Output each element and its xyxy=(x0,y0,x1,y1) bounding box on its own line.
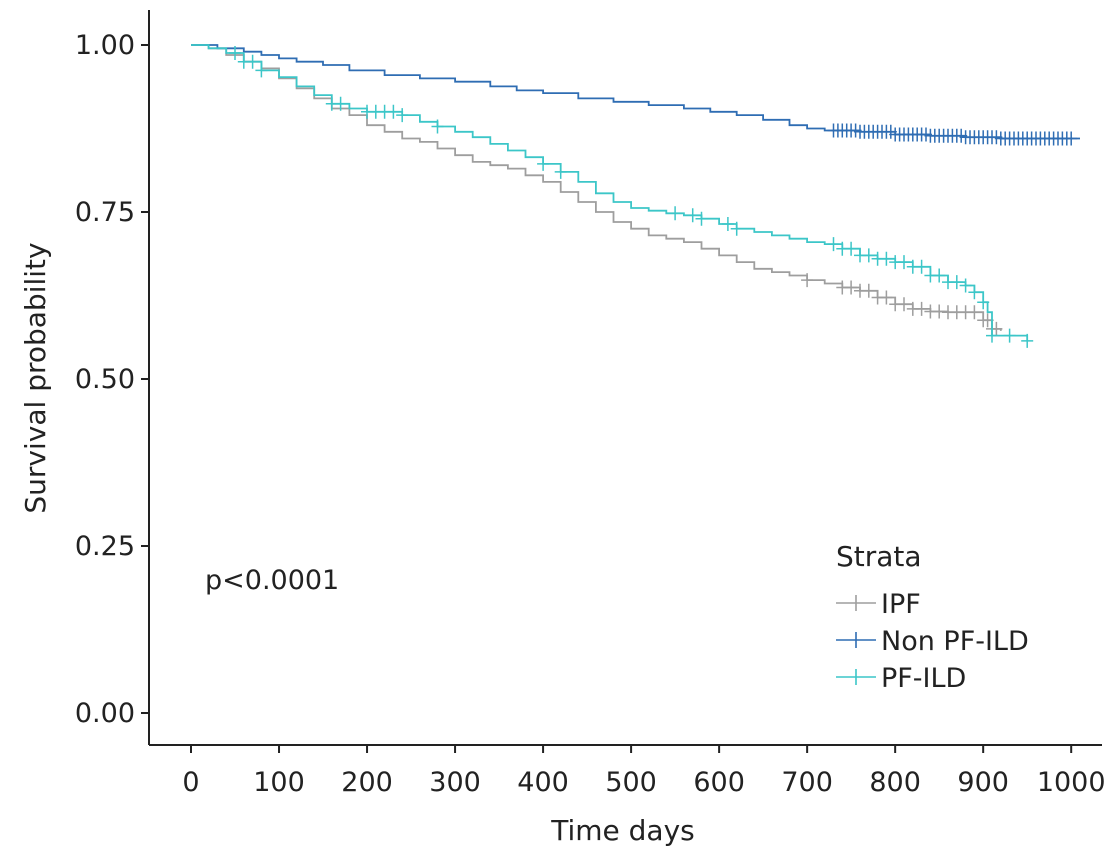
y-tick-label: 0.75 xyxy=(75,197,135,228)
censor-mark xyxy=(933,268,946,283)
censor-mark xyxy=(862,248,875,263)
censor-mark xyxy=(845,280,858,295)
censor-mark xyxy=(898,297,910,312)
legend-entry-non-pf-ild: Non PF-ILD xyxy=(836,626,1029,657)
legend-entry-ipf: IPF xyxy=(836,589,921,620)
legend-label: IPF xyxy=(881,589,921,620)
censor-mark xyxy=(898,255,910,270)
censor-mark xyxy=(730,221,743,236)
km-curve-pf-ild xyxy=(191,44,1029,341)
censor-mark xyxy=(880,251,893,266)
censor-mark xyxy=(986,328,998,343)
censor-mark xyxy=(968,285,981,300)
censor-mark xyxy=(1003,328,1016,343)
y-tick-label: 0.50 xyxy=(75,364,135,395)
x-tick-label: 700 xyxy=(781,767,833,798)
x-tick-label: 600 xyxy=(693,767,745,798)
censor-mark xyxy=(387,104,400,119)
p-value-annotation: p<0.0001 xyxy=(205,565,339,596)
legend-title: Strata xyxy=(836,540,922,573)
legend: Strata IPF Non PF-ILD PF-ILD xyxy=(836,540,1029,694)
censor-mark xyxy=(229,46,241,60)
x-tick-label: 1000 xyxy=(1037,767,1106,798)
censor-mark xyxy=(431,119,444,134)
censor-mark xyxy=(862,283,875,298)
axes: 0 100 200 300 400 500 600 700 800 900 1000 0.00 0.25… xyxy=(75,10,1106,798)
series-pf-ild xyxy=(191,44,1034,348)
y-axis-title: Survival probability xyxy=(19,242,52,513)
legend-key xyxy=(836,595,876,611)
km-curve-non-pf-ild xyxy=(191,44,1080,140)
x-tick-label: 0 xyxy=(182,767,199,798)
censor-mark xyxy=(1021,333,1034,348)
censor-mark xyxy=(915,301,928,316)
censor-mark xyxy=(827,237,840,252)
censor-mark xyxy=(845,241,858,256)
x-tick-label: 900 xyxy=(957,767,1009,798)
censor-mark xyxy=(950,275,963,290)
legend-entry-pf-ild: PF-ILD xyxy=(836,663,966,694)
censor-mark xyxy=(537,156,550,171)
censor-mark xyxy=(695,211,708,226)
legend-label: Non PF-ILD xyxy=(881,626,1029,657)
censor-mark xyxy=(959,278,972,293)
y-tick-label: 0.00 xyxy=(75,698,135,729)
x-tick-label: 500 xyxy=(605,767,657,798)
legend-key xyxy=(836,632,876,648)
censor-mark xyxy=(334,96,347,111)
x-tick-label: 800 xyxy=(869,767,921,798)
censor-mark xyxy=(977,295,990,310)
plot-area xyxy=(191,44,1080,348)
censor-mark xyxy=(246,54,259,69)
x-tick-label: 200 xyxy=(341,767,393,798)
x-tick-label: 100 xyxy=(253,767,305,798)
censor-mark xyxy=(1065,131,1078,146)
series-non-pf-ild xyxy=(191,44,1080,146)
censor-mark xyxy=(554,164,567,179)
censor-mark xyxy=(880,290,893,305)
x-tick-label: 400 xyxy=(517,767,569,798)
censor-mark xyxy=(669,206,682,221)
y-tick-label: 0.25 xyxy=(75,531,135,562)
censor-mark xyxy=(915,259,928,274)
x-tick-label: 300 xyxy=(429,767,481,798)
legend-label: PF-ILD xyxy=(881,663,966,694)
legend-key xyxy=(836,669,876,685)
censor-mark xyxy=(255,63,268,78)
y-tick-label: 1.00 xyxy=(75,30,135,61)
x-axis-title: Time days xyxy=(550,814,695,847)
censor-mark xyxy=(968,305,981,320)
censor-mark xyxy=(801,273,814,288)
censor-mark xyxy=(721,217,734,231)
censor-mark xyxy=(686,208,699,223)
censor-mark xyxy=(396,108,409,123)
